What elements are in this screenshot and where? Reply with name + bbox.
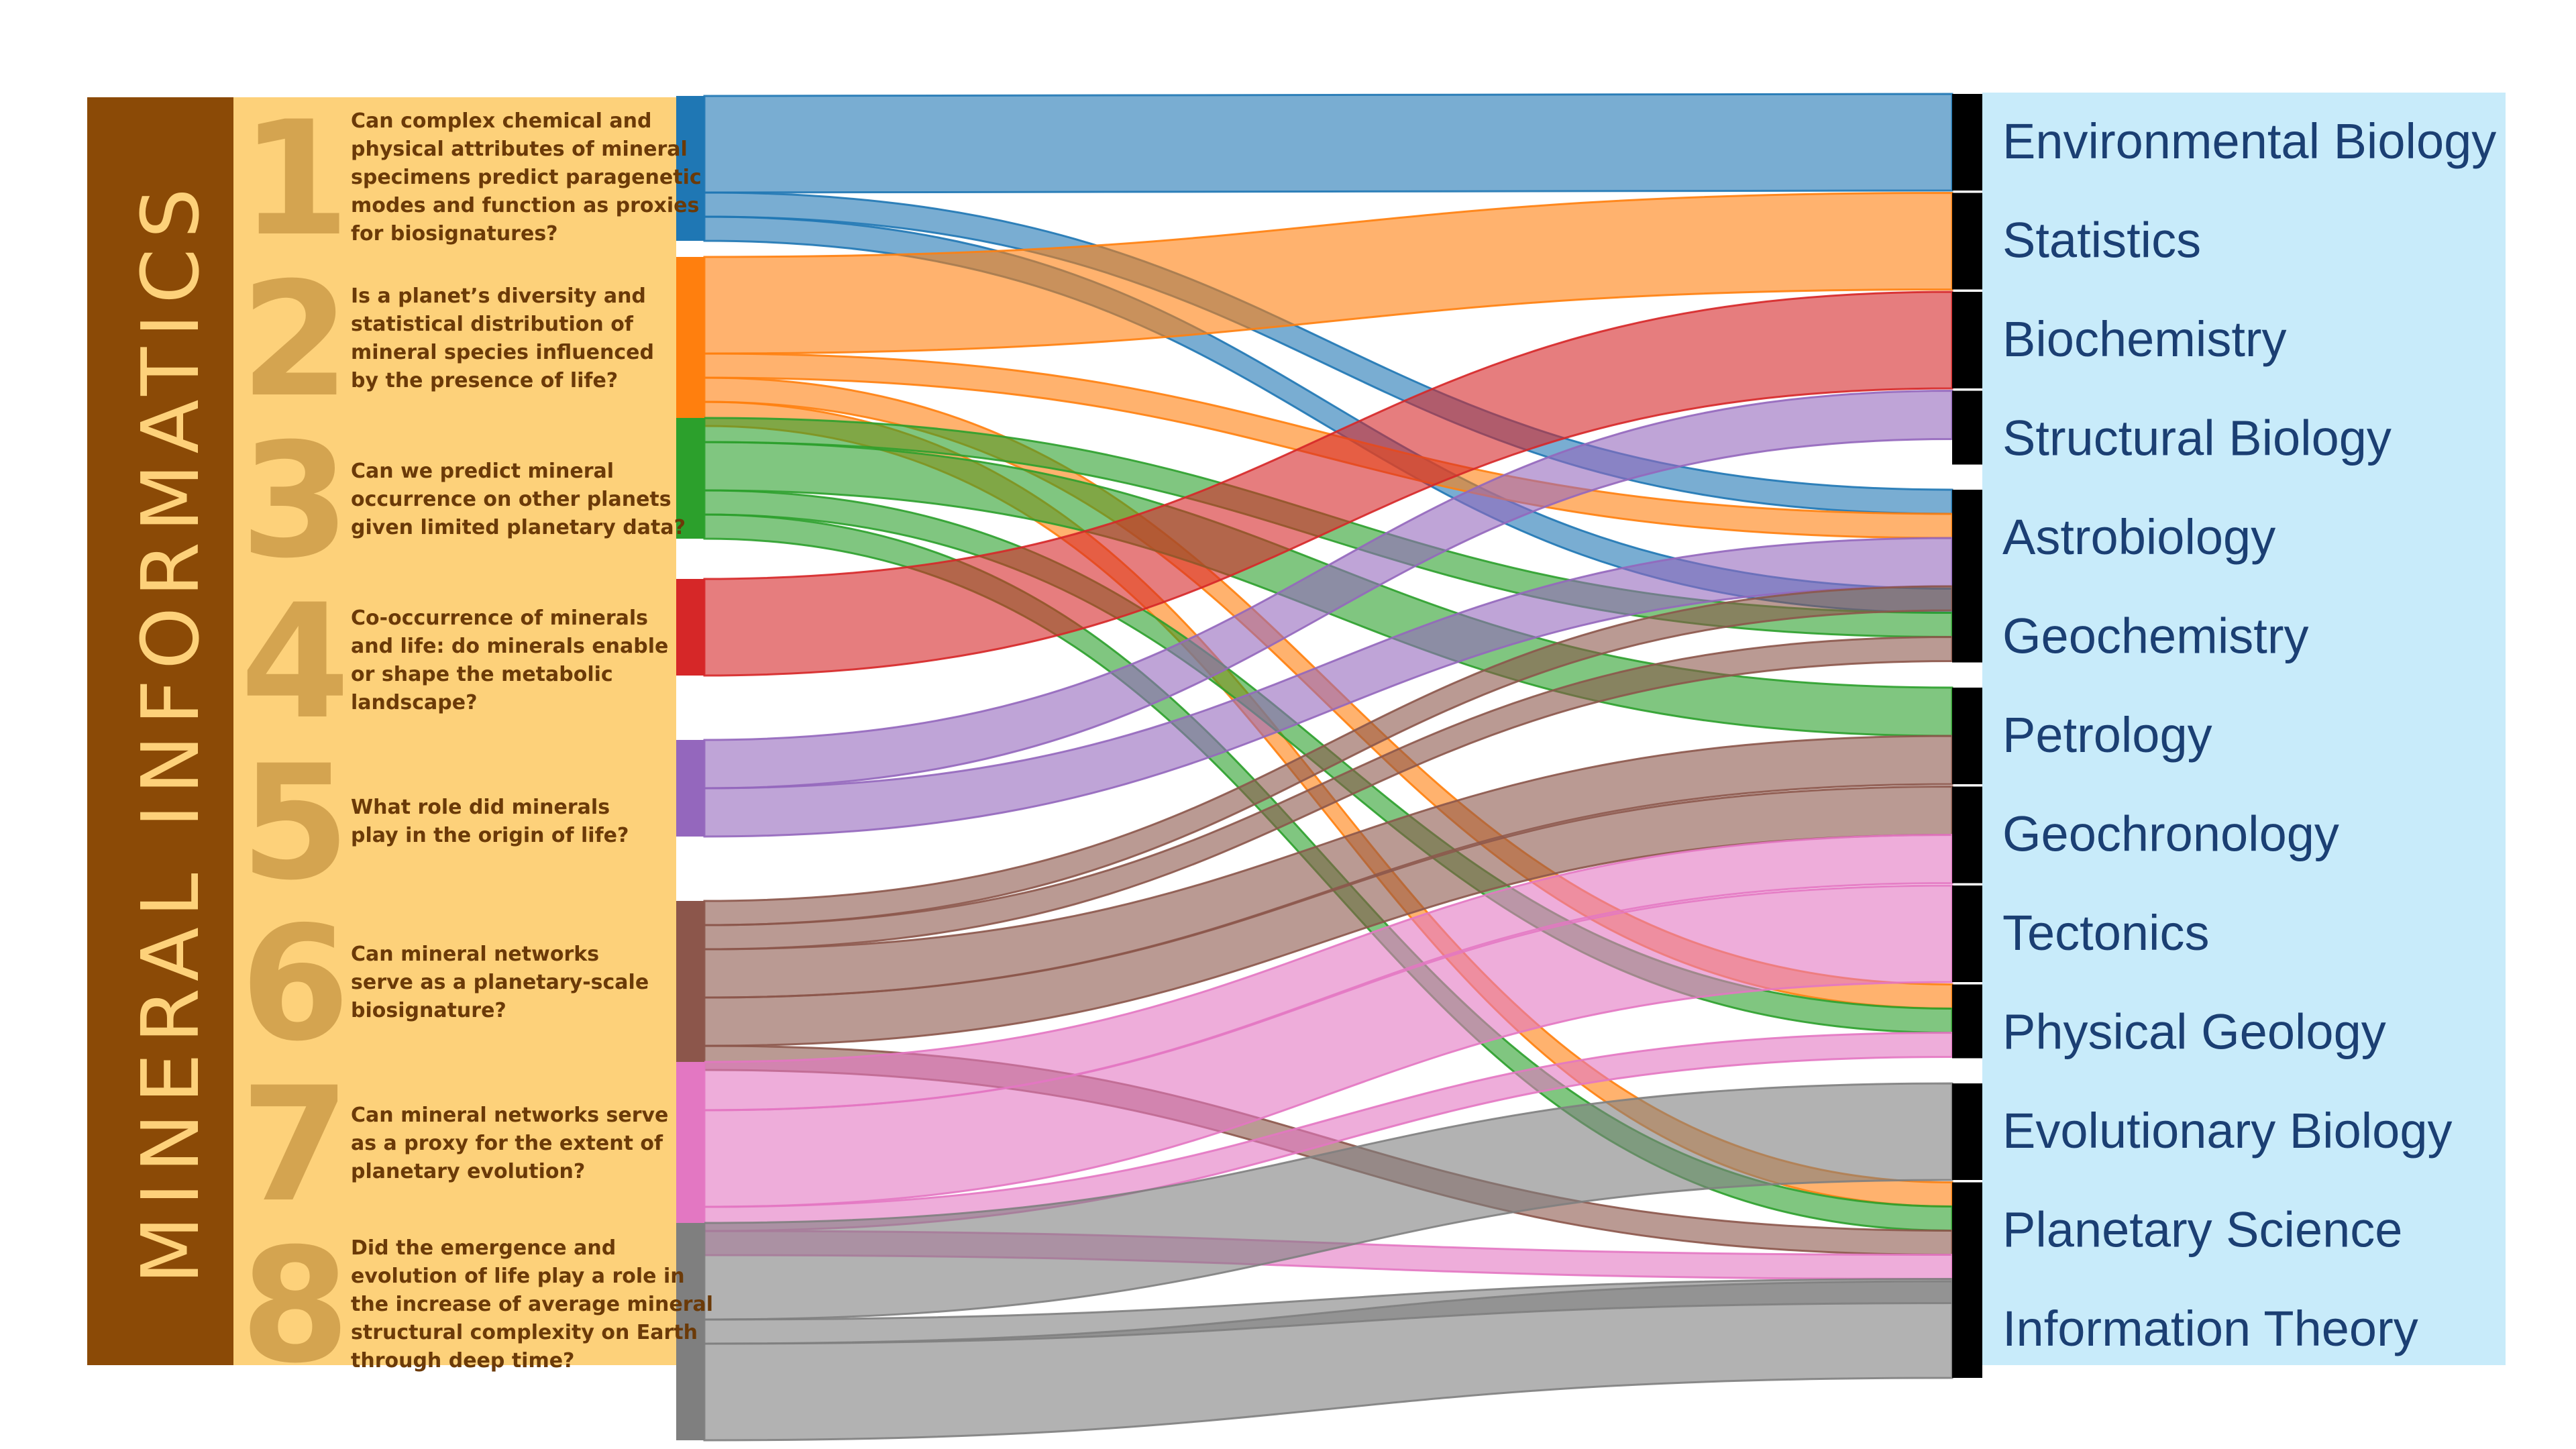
source-bar-q6 [676,901,704,1070]
target-label-physical-geology: Physical Geology [2002,1004,2386,1060]
question-line: through deep time? [351,1349,574,1373]
question-line: mineral species influenced [351,341,654,364]
target-label-astrobiology: Astrobiology [2002,509,2275,565]
question-number-5: 5 [240,732,350,915]
question-line: Is a planet’s diversity and [351,284,646,308]
main-title: MINERAL INFORMATICS [124,178,217,1285]
question-list: 1 Can complex chemical and physical attrib… [240,88,713,1398]
question-text-2: Is a planet’s diversity and statistical d… [351,284,654,392]
question-text-7: Can mineral networks serve as a proxy for… [351,1104,668,1183]
source-bar-q1 [676,96,704,241]
target-label-petrology: Petrology [2002,707,2212,763]
question-line: landscape? [351,691,477,714]
question-text-3: Can we predict mineral occurrence on othe… [351,460,686,539]
target-label-tectonics: Tectonics [2002,905,2209,961]
question-line: given limited planetary data? [351,516,686,539]
source-bar-q3 [676,418,704,539]
question-line: play in the origin of life? [351,824,629,847]
question-line: Can we predict mineral [351,460,614,483]
question-line: serve as a planetary-scale [351,971,649,994]
target-label-statistics: Statistics [2002,213,2201,268]
flow-links [703,93,1953,1442]
question-line: biosignature? [351,999,506,1022]
target-bar-structural-biology [1952,390,1982,465]
target-bar-geochemistry [1952,588,1982,663]
question-number-6: 6 [240,893,350,1076]
target-bars [1952,94,1982,1378]
target-bar-environmental-biology [1952,94,1982,191]
target-label-geochemistry: Geochemistry [2002,608,2308,664]
question-number-8: 8 [240,1215,350,1398]
question-line: Can mineral networks serve [351,1104,668,1127]
target-bar-tectonics [1952,885,1982,982]
question-line: for biosignatures? [351,222,558,246]
target-label-planetary-science: Planetary Science [2002,1202,2402,1258]
source-bars [676,96,704,1440]
question-text-4: Co-occurrence of minerals and life: do mi… [351,606,668,714]
title-band [87,97,233,1365]
question-number-3: 3 [240,410,350,593]
question-line: What role did minerals [351,796,610,819]
target-bar-information-theory [1952,1281,1982,1378]
question-line: Co-occurrence of minerals [351,606,648,630]
question-line: evolution of life play a role in [351,1265,685,1288]
question-line: planetary evolution? [351,1160,585,1183]
source-bar-q2 [676,257,704,426]
source-bar-q8 [676,1223,704,1440]
question-line: as a proxy for the extent of [351,1132,663,1155]
question-number-4: 4 [240,571,350,754]
question-number-2: 2 [240,249,350,432]
target-bar-statistics [1952,193,1982,290]
target-labels: Environmental Biology Statistics Biochemis… [2002,113,2496,1356]
target-label-geochronology: Geochronology [2002,806,2339,862]
target-panel [1982,93,2506,1365]
target-label-structural-biology: Structural Biology [2002,411,2392,466]
question-line: occurrence on other planets [351,488,672,511]
target-bar-evolutionary-biology [1952,1083,1982,1180]
target-label-biochemistry: Biochemistry [2002,311,2287,367]
question-line: structural complexity on Earth [351,1321,698,1344]
source-bar-q4 [676,579,704,676]
question-line: specimens predict paragenetic [351,166,702,189]
target-bar-geochronology [1952,786,1982,883]
question-line: or shape the metabolic [351,663,613,686]
question-line: modes and function as proxies [351,194,699,217]
question-line: Can mineral networks [351,943,599,966]
question-panel [233,97,676,1365]
question-text-8: Did the emergence and evolution of life p… [351,1236,713,1373]
question-line: the increase of average mineral [351,1293,713,1316]
question-line: physical attributes of mineral [351,138,688,161]
question-number-1: 1 [240,88,350,271]
question-number-7: 7 [240,1054,350,1237]
question-line: statistical distribution of [351,313,634,336]
target-bar-physical-geology [1952,984,1982,1059]
question-line: and life: do minerals enable [351,635,668,658]
target-bar-biochemistry [1952,292,1982,388]
flow-q1-environmental-biology [703,93,1953,194]
question-text-1: Can complex chemical and physical attribu… [351,109,702,246]
target-bar-petrology [1952,688,1982,784]
question-text-6: Can mineral networks serve as a planetary… [351,943,649,1022]
target-label-environmental-biology: Environmental Biology [2002,113,2496,169]
target-label-information-theory: Information Theory [2002,1301,2418,1356]
question-text-5: What role did minerals play in the origin… [351,796,629,847]
source-bar-q5 [676,740,704,837]
target-label-evolutionary-biology: Evolutionary Biology [2002,1103,2452,1159]
question-line: by the presence of life? [351,369,618,392]
question-line: Can complex chemical and [351,109,651,133]
question-line: Did the emergence and [351,1236,616,1260]
